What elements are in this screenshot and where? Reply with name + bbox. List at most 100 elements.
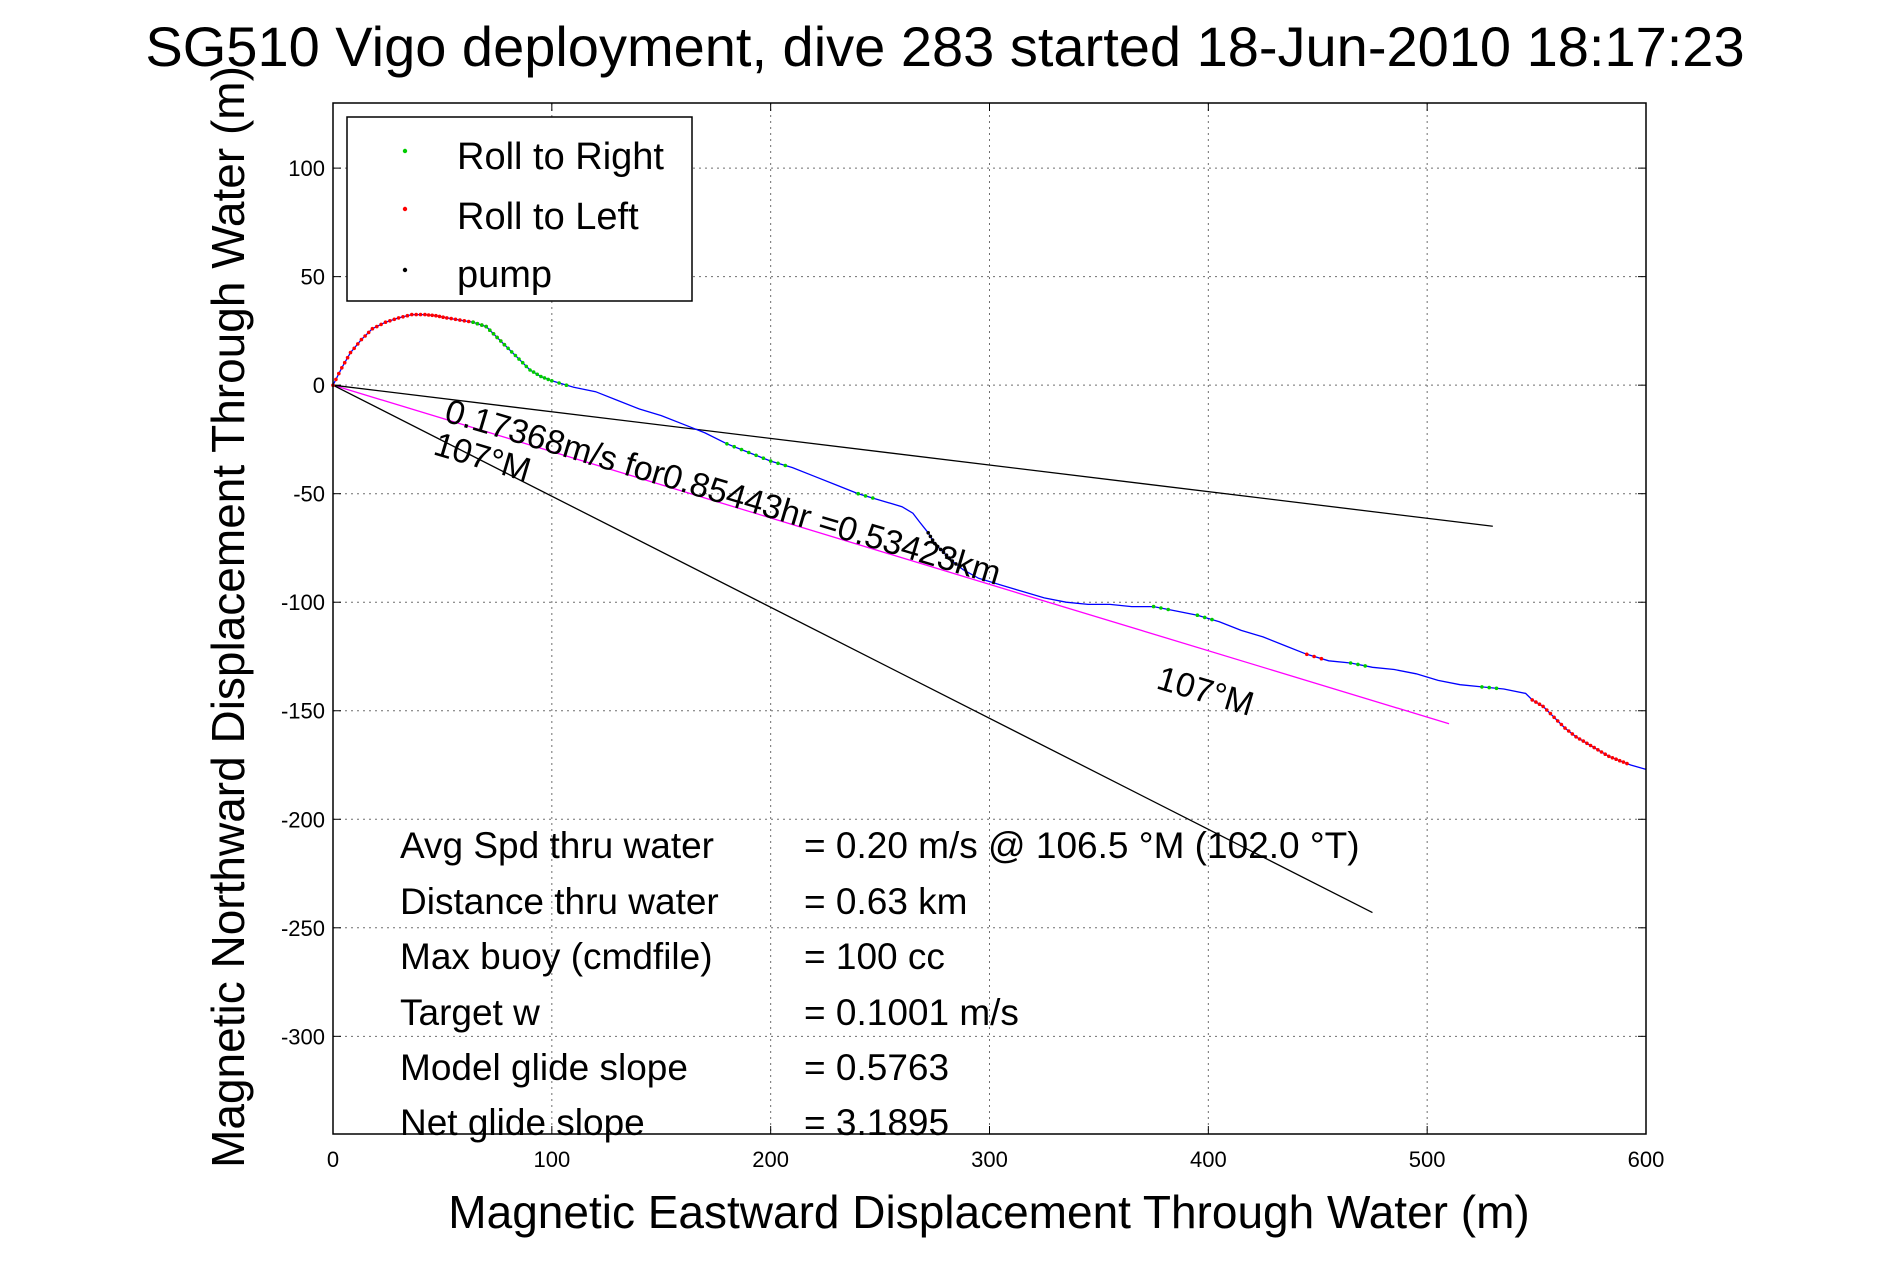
mean-heading-line <box>332 384 1450 725</box>
roll-to-left-marker <box>1581 739 1586 743</box>
roll-to-right-marker <box>1151 604 1156 609</box>
roll-to-right-marker <box>1195 613 1200 617</box>
roll-to-left-marker <box>458 318 462 322</box>
roll-to-right-marker <box>732 444 736 449</box>
roll-to-left-marker <box>1563 726 1567 730</box>
roll-to-left-marker <box>340 366 344 370</box>
pump-marker <box>933 541 937 546</box>
roll-to-left-marker <box>466 319 471 324</box>
roll-to-right-marker <box>725 442 729 446</box>
y-tick-label: -250 <box>281 916 325 941</box>
roll-to-right-marker <box>739 447 744 452</box>
roll-to-left-marker <box>1577 737 1582 741</box>
roll-to-left-marker <box>334 377 338 382</box>
roll-to-left-marker <box>1552 715 1556 720</box>
roll-to-left-marker <box>383 320 388 325</box>
y-tick-label: 100 <box>288 156 325 181</box>
roll-to-right-marker <box>495 335 499 340</box>
stat-value-max-buoy: = 100 cc <box>804 936 945 977</box>
x-tick-label: 100 <box>533 1147 570 1172</box>
pump-marker <box>947 556 952 560</box>
pump-marker <box>954 562 958 566</box>
roll-to-right-marker <box>747 450 751 455</box>
pump-marker <box>957 565 962 569</box>
pump-marker <box>928 534 933 539</box>
roll-to-left-marker <box>1621 760 1626 764</box>
stat-value-target-w: = 0.1001 m/s <box>804 992 1019 1033</box>
roll-markers <box>331 312 1629 766</box>
legend: Roll to Right Roll to Left pump <box>346 116 693 302</box>
legend-label-pump: pump <box>457 254 552 296</box>
speed-annotation: 0.17368m/s for0.85443hr =0.53423km <box>441 392 1005 592</box>
roll-to-right-marker <box>517 357 521 361</box>
roll-to-right-marker <box>1494 686 1499 691</box>
roll-to-left-marker <box>396 316 401 320</box>
y-tick-label: -100 <box>281 590 325 615</box>
roll-to-left-marker <box>423 312 427 317</box>
x-tick-labels: 0 100 200 300 400 500 600 <box>327 1147 1664 1172</box>
legend-label-roll-left: Roll to Left <box>457 196 639 238</box>
roll-to-right-marker <box>856 491 860 496</box>
y-tick-label: -200 <box>281 807 325 832</box>
roll-to-left-marker <box>462 319 467 323</box>
roll-to-left-marker <box>366 330 371 335</box>
roll-to-left-marker <box>1312 654 1316 659</box>
pump-marker <box>938 547 943 552</box>
roll-to-left-marker <box>401 315 405 319</box>
roll-to-left-marker <box>1607 754 1611 759</box>
pump-marker <box>926 531 930 535</box>
roll-to-left-marker <box>359 337 364 342</box>
roll-to-right-marker <box>528 368 532 372</box>
x-tick-label: 200 <box>752 1147 789 1172</box>
roll-to-left-marker <box>392 317 397 322</box>
x-tick-label: 0 <box>327 1147 339 1172</box>
roll-to-left-marker <box>1545 708 1549 712</box>
roll-to-right-marker <box>1159 606 1163 610</box>
pump-marker <box>941 550 946 555</box>
roll-to-left-marker <box>342 360 347 365</box>
roll-to-right-marker <box>550 379 554 383</box>
y-axis-label: Magnetic Northward Displacement Through … <box>202 66 254 1168</box>
roll-to-left-marker <box>352 346 357 351</box>
roll-to-right-marker <box>488 328 492 333</box>
roll-to-right-marker <box>1487 685 1491 690</box>
roll-to-left-marker <box>1603 752 1607 756</box>
roll-to-right-marker <box>480 323 484 327</box>
pump-marker <box>930 538 935 542</box>
roll-to-left-marker <box>1592 745 1596 750</box>
chart-title: SG510 Vigo deployment, dive 283 started … <box>145 15 1744 78</box>
x-tick-label: 600 <box>1628 1147 1665 1172</box>
roll-to-right-marker <box>1202 615 1207 620</box>
roll-to-left-marker <box>1305 652 1309 657</box>
roll-to-left-marker <box>418 312 423 317</box>
track-line <box>332 313 1647 771</box>
glider-track-path <box>332 313 1647 771</box>
roll-to-left-marker <box>1548 711 1553 716</box>
roll-to-right-marker <box>1480 685 1484 689</box>
stat-label-target-w: Target w <box>400 992 540 1033</box>
y-tick-label: -300 <box>281 1024 325 1049</box>
roll-to-left-marker <box>370 326 375 331</box>
plot-frame <box>332 102 1647 1135</box>
roll-to-left-marker <box>445 316 449 320</box>
x-tick-label: 500 <box>1409 1147 1446 1172</box>
roll-to-right-marker <box>506 346 510 351</box>
roll-to-right-marker <box>509 350 514 354</box>
roll-to-left-marker <box>345 355 350 360</box>
stat-value-distance: = 0.63 km <box>804 881 968 922</box>
roll-to-left-marker <box>363 334 367 338</box>
roll-to-left-marker <box>388 319 392 323</box>
roll-to-right-marker <box>539 374 543 379</box>
legend-marker-roll-left <box>402 206 408 212</box>
stat-value-avg-speed: = 0.20 m/s @ 106.5 °M (102.0 °T) <box>804 825 1360 866</box>
x-tick-label: 400 <box>1190 1147 1227 1172</box>
roll-to-left-marker <box>441 315 445 320</box>
roll-to-left-marker <box>1617 758 1622 763</box>
y-tick-label: -50 <box>293 482 325 507</box>
stat-label-model-glide: Model glide slope <box>400 1047 688 1088</box>
y-tick-label: -150 <box>281 699 325 724</box>
stat-label-max-buoy: Max buoy (cmdfile) <box>400 936 713 977</box>
stat-value-model-glide: = 0.5763 <box>804 1047 949 1088</box>
roll-to-right-marker <box>471 320 475 325</box>
roll-to-right-marker <box>1210 617 1214 622</box>
